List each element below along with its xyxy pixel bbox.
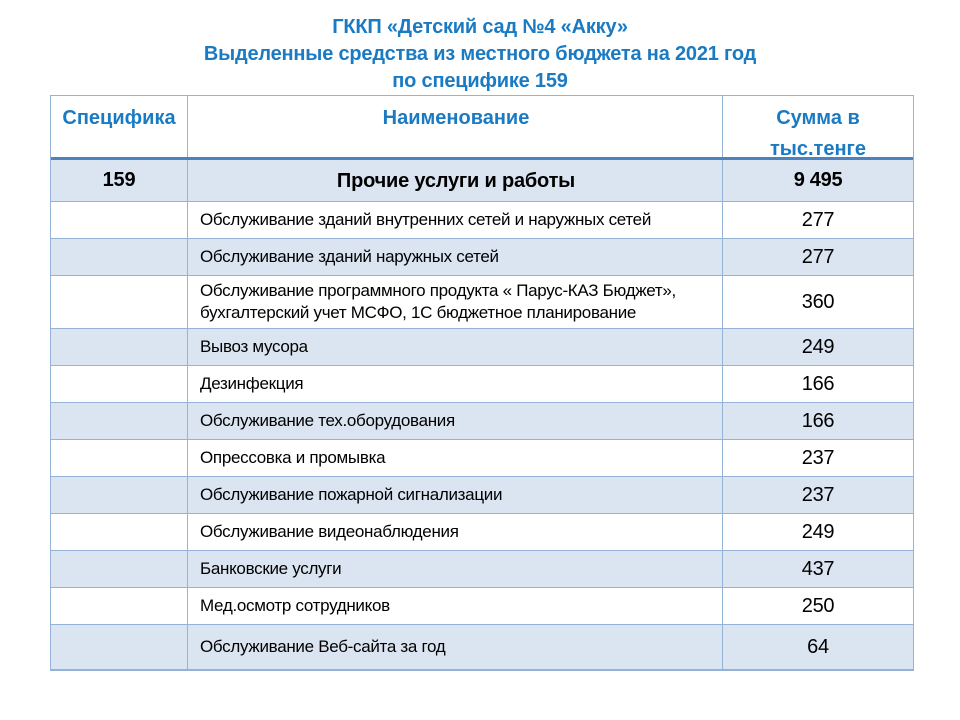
amount-value: 250 [801,594,835,617]
name-cell: Банковские услуги [188,551,723,587]
name-cell: Обслуживание Веб-сайта за год [188,625,723,669]
name-cell: Обслуживание видеонаблюдения [188,514,723,550]
amount-value: 9 495 [793,169,843,191]
amount-cell: 437 [723,551,913,587]
name-value: Опрессовка и промывка [200,448,386,467]
amount-cell: 237 [723,477,913,513]
table-row: Мед.осмотр сотрудников 250 [51,588,913,625]
amount-value: 437 [801,557,835,580]
spec-cell [51,514,188,550]
name-value: Обслуживание зданий внутренних сетей и н… [200,210,652,229]
amount-cell: 249 [723,514,913,550]
column-header-name: Наименование [188,96,723,157]
amount-value: 166 [801,372,835,395]
name-cell: Обслуживание зданий внутренних сетей и н… [188,202,723,238]
spec-cell [51,477,188,513]
name-cell: Обслуживание пожарной сигнализации [188,477,723,513]
name-value: Банковские услуги [200,559,342,578]
name-value: Обслуживание видеонаблюдения [200,522,459,541]
table-row: Обслуживание зданий наружных сетей 277 [51,239,913,276]
amount-cell: 360 [723,276,913,328]
spec-cell: 159 [51,160,188,201]
amount-cell: 250 [723,588,913,624]
table-row: Обслуживание пожарной сигнализации 237 [51,477,913,514]
table-row: Банковские услуги 437 [51,551,913,588]
spec-value: 159 [102,169,136,191]
amount-cell: 277 [723,239,913,275]
table-row: Опрессовка и промывка 237 [51,440,913,477]
spec-cell [51,202,188,238]
amount-cell: 9 495 [723,160,913,201]
amount-value: 237 [801,483,835,506]
column-header-amount: Сумма в тыс.тенге [769,107,866,160]
name-cell: Опрессовка и промывка [188,440,723,476]
amount-cell: 277 [723,202,913,238]
name-value: Мед.осмотр сотрудников [200,596,390,615]
spec-cell [51,366,188,402]
table-row: Обслуживание Веб-сайта за год 64 [51,625,913,669]
table-row: Обслуживание видеонаблюдения 249 [51,514,913,551]
name-value: Прочие услуги и работы [336,169,576,192]
amount-cell: 249 [723,329,913,365]
amount-cell: 237 [723,440,913,476]
table-header-row: Специфика Наименование Сумма в тыс.тенге [51,96,913,160]
amount-value: 237 [801,446,835,469]
spec-cell [51,588,188,624]
title-line-2: Выделенные средства из местного бюджета … [203,43,757,65]
title-line-1: ГККП «Детский сад №4 «Акку» [332,16,628,38]
amount-value: 64 [807,635,829,658]
name-value: Обслуживание тех.оборудования [200,411,455,430]
spec-cell [51,625,188,669]
title-line-3: по специфике 159 [392,70,568,92]
table-row: Дезинфекция 166 [51,366,913,403]
amount-value: 249 [801,335,835,358]
column-header-specification: Специфика [51,96,188,157]
name-cell: Дезинфекция [188,366,723,402]
amount-cell: 166 [723,403,913,439]
spec-cell [51,551,188,587]
spec-cell [51,329,188,365]
name-value: Обслуживание Веб-сайта за год [200,637,446,656]
amount-value: 277 [801,208,835,231]
name-value: Обслуживание зданий наружных сетей [200,247,499,266]
name-cell: Мед.осмотр сотрудников [188,588,723,624]
name-cell: Обслуживание зданий наружных сетей [188,239,723,275]
amount-cell: 166 [723,366,913,402]
table-row: Обслуживание программного продукта « Пар… [51,276,913,329]
name-cell: Вывоз мусора [188,329,723,365]
name-cell: Обслуживание тех.оборудования [188,403,723,439]
budget-table: Специфика Наименование Сумма в тыс.тенге… [50,95,914,671]
amount-value: 360 [801,290,835,313]
spec-cell [51,440,188,476]
table-row: 159 Прочие услуги и работы 9 495 [51,160,913,202]
table-row: Обслуживание тех.оборудования 166 [51,403,913,440]
spec-cell [51,403,188,439]
name-value: Дезинфекция [200,374,304,393]
name-value: Вывоз мусора [200,337,308,356]
amount-value: 166 [801,409,835,432]
name-value: Обслуживание пожарной сигнализации [200,485,503,504]
amount-value: 249 [801,520,835,543]
spec-cell [51,276,188,328]
slide-title: ГККП «Детский сад №4 «Акку» Выделенные с… [0,14,960,95]
table-body: 159 Прочие услуги и работы 9 495 Обслужи… [51,160,913,669]
name-cell: Прочие услуги и работы [188,160,723,201]
table-row: Вывоз мусора 249 [51,329,913,366]
name-cell: Обслуживание программного продукта « Пар… [188,276,723,328]
table-row: Обслуживание зданий внутренних сетей и н… [51,202,913,239]
spec-cell [51,239,188,275]
name-value: Обслуживание программного продукта « Пар… [200,281,676,322]
amount-value: 277 [801,245,835,268]
amount-cell: 64 [723,625,913,669]
